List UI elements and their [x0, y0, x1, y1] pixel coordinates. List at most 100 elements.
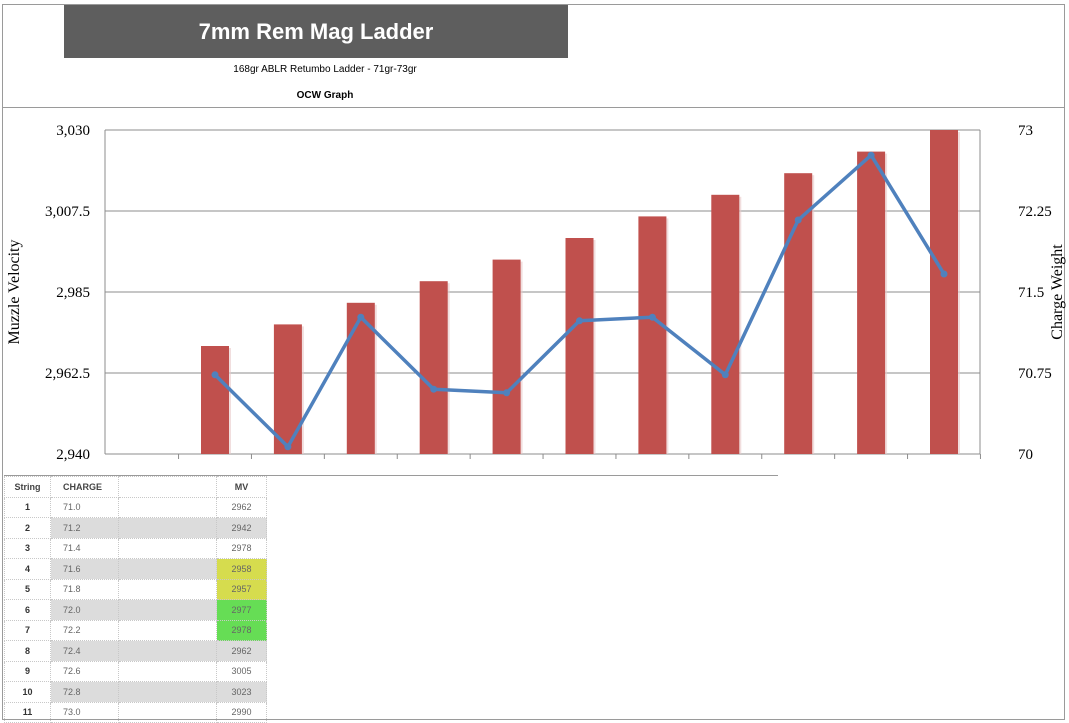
- cell-mv: 3005: [216, 660, 267, 682]
- sheet-frame: [2, 4, 1065, 720]
- cell-blank: [118, 558, 217, 580]
- cell-string: 5: [4, 578, 51, 600]
- right-tick-label: 70: [1018, 447, 1033, 463]
- cell-mv: 2958: [216, 558, 267, 580]
- cell-blank: [118, 660, 217, 682]
- cell-charge: 71.4: [50, 537, 119, 559]
- table-row: 3 71.4 2978: [4, 537, 267, 559]
- bar: [638, 216, 667, 454]
- cell-charge: 73.0: [50, 701, 119, 723]
- header-divider: [2, 107, 1065, 108]
- bar: [419, 281, 448, 454]
- table-row: 9 72.6 3005: [4, 660, 267, 682]
- cell-charge: 71.2: [50, 517, 119, 539]
- left-tick-label: 2,940: [56, 447, 90, 463]
- cell-mv: 2962: [216, 496, 267, 518]
- left-tick-label: 2,985: [56, 285, 90, 301]
- cell-blank: [118, 599, 217, 621]
- bar: [492, 259, 521, 454]
- table-row: 1 71.0 2962: [4, 496, 267, 518]
- velocity-point: [503, 389, 511, 397]
- table-row: 5 71.8 2957: [4, 578, 267, 600]
- left-tick-label: 2,962.5: [45, 366, 90, 382]
- table-row: 8 72.4 2962: [4, 640, 267, 662]
- col-header-string: String: [4, 476, 51, 498]
- cell-blank: [118, 517, 217, 539]
- velocity-point: [284, 443, 292, 451]
- table-row: 6 72.0 2977: [4, 599, 267, 621]
- cell-charge: 72.0: [50, 599, 119, 621]
- velocity-point: [940, 270, 948, 278]
- charge-table: String CHARGE MV 1 71.0 2962 2 71.2 2942 3 71.4…: [4, 476, 267, 723]
- right-tick-label: 73: [1018, 123, 1033, 139]
- cell-string: 10: [4, 681, 51, 703]
- bar: [930, 130, 958, 454]
- table-row: 11 73.0 2990: [4, 701, 267, 723]
- table-header-row: String CHARGE MV: [4, 476, 267, 498]
- cell-mv: 2977: [216, 599, 267, 621]
- velocity-point: [357, 313, 365, 321]
- cell-blank: [118, 496, 217, 518]
- right-tick-label: 72.25: [1018, 204, 1052, 220]
- cell-blank: [118, 537, 217, 559]
- right-tick-label: 70.75: [1018, 366, 1052, 382]
- cell-string: 11: [4, 701, 51, 723]
- table-row: 7 72.2 2978: [4, 619, 267, 641]
- cell-string: 8: [4, 640, 51, 662]
- col-header-charge: CHARGE: [50, 476, 119, 498]
- cell-string: 1: [4, 496, 51, 518]
- table-row: 4 71.6 2958: [4, 558, 267, 580]
- table-row: 10 72.8 3023: [4, 681, 267, 703]
- velocity-point: [721, 371, 729, 379]
- cell-string: 3: [4, 537, 51, 559]
- cell-mv: 2978: [216, 537, 267, 559]
- chart-subtitle: 168gr ABLR Retumbo Ladder - 71gr-73gr: [233, 64, 417, 75]
- graph-label: OCW Graph: [296, 90, 354, 101]
- left-tick-label: 3,030: [56, 123, 90, 139]
- velocity-point: [867, 151, 875, 159]
- page-title: 7mm Rem Mag Ladder: [64, 5, 568, 58]
- cell-string: 9: [4, 660, 51, 682]
- velocity-point: [211, 371, 219, 379]
- bar: [711, 194, 740, 455]
- cell-charge: 72.4: [50, 640, 119, 662]
- bar: [784, 173, 813, 454]
- cell-charge: 71.0: [50, 496, 119, 518]
- y-axis-title-left: Muzzle Velocity: [6, 239, 23, 344]
- bar: [273, 324, 302, 454]
- velocity-point: [576, 317, 583, 325]
- cell-charge: 72.2: [50, 619, 119, 641]
- table-row: 2 71.2 2942: [4, 517, 267, 539]
- cell-string: 6: [4, 599, 51, 621]
- left-tick-label: 3,007.5: [45, 204, 90, 220]
- right-tick-label: 71.5: [1018, 285, 1044, 301]
- col-header-blank: [118, 476, 217, 498]
- y-axis-title-right: Charge Weight: [1049, 244, 1066, 340]
- cell-mv: 2942: [216, 517, 267, 539]
- cell-charge: 71.6: [50, 558, 119, 580]
- cell-blank: [118, 701, 217, 723]
- cell-mv: 2990: [216, 701, 267, 723]
- cell-mv: 2957: [216, 578, 267, 600]
- cell-string: 7: [4, 619, 51, 641]
- cell-blank: [118, 578, 217, 600]
- velocity-point: [430, 385, 438, 393]
- cell-string: 4: [4, 558, 51, 580]
- cell-blank: [118, 640, 217, 662]
- velocity-point: [648, 313, 656, 321]
- cell-mv: 2962: [216, 640, 267, 662]
- cell-charge: 72.6: [50, 660, 119, 682]
- table-top-divider: [4, 475, 778, 476]
- bar: [201, 346, 229, 454]
- cell-charge: 71.8: [50, 578, 119, 600]
- cell-blank: [118, 681, 217, 703]
- cell-charge: 72.8: [50, 681, 119, 703]
- bar: [857, 151, 886, 454]
- ocw-chart: 2,940 2,962.5 2,985 3,007.5 3,030 70 70.75 71.5…: [6, 123, 1066, 463]
- cell-mv: 2978: [216, 619, 267, 641]
- cell-blank: [118, 619, 217, 641]
- cell-string: 2: [4, 517, 51, 539]
- col-header-mv: MV: [216, 476, 267, 498]
- bar: [565, 238, 594, 454]
- cell-mv: 3023: [216, 681, 267, 703]
